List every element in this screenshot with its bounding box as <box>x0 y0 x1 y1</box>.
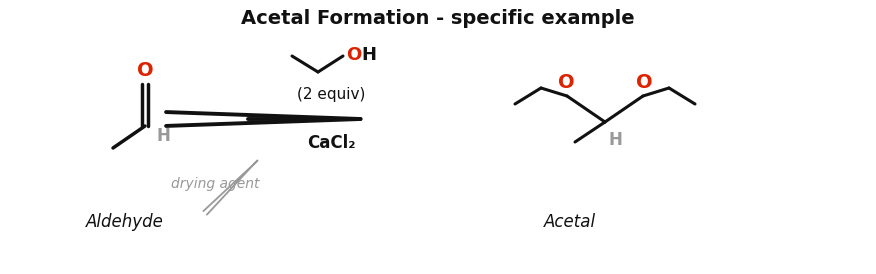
Text: Aldehyde: Aldehyde <box>86 213 164 231</box>
Text: Acetal Formation - specific example: Acetal Formation - specific example <box>241 8 635 27</box>
Text: Acetal: Acetal <box>544 213 596 231</box>
Text: H: H <box>156 127 170 145</box>
Text: O: O <box>137 61 153 81</box>
Text: CaCl₂: CaCl₂ <box>307 134 356 152</box>
Text: H: H <box>608 131 622 149</box>
Text: H: H <box>361 46 376 64</box>
Text: O: O <box>558 73 575 93</box>
Text: O: O <box>346 46 361 64</box>
Text: (2 equiv): (2 equiv) <box>297 87 365 102</box>
Text: drying agent: drying agent <box>171 177 259 191</box>
Text: O: O <box>636 73 653 93</box>
